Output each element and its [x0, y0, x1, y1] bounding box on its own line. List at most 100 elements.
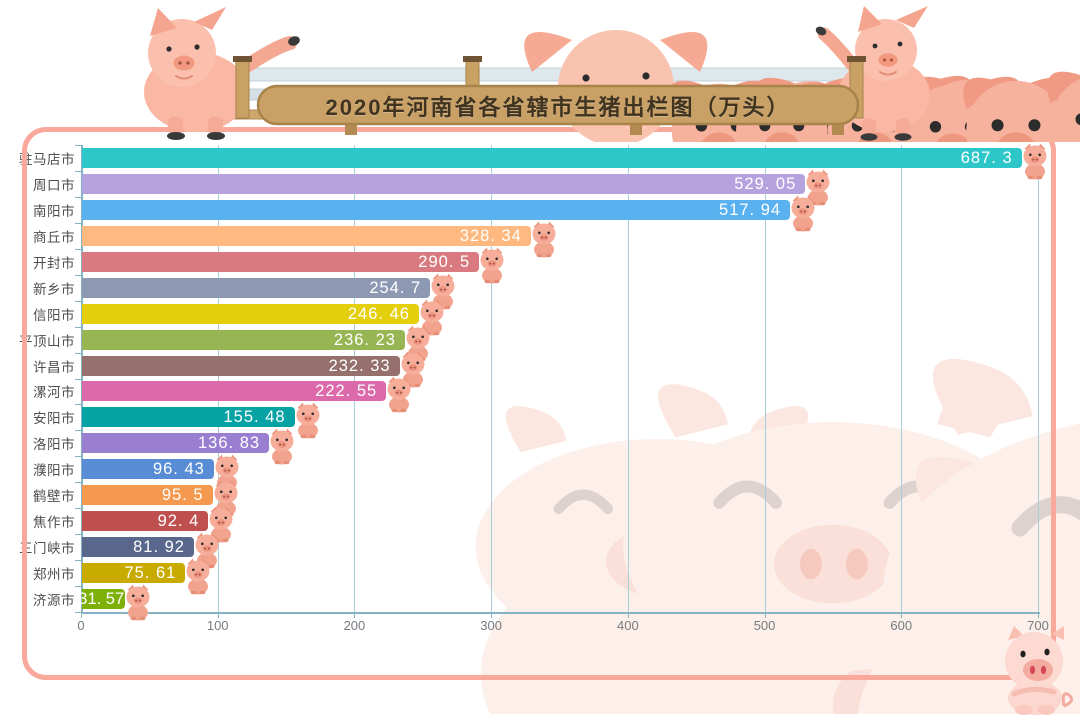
x-axis — [81, 612, 1040, 614]
bar-value: 232. 33 — [328, 356, 391, 375]
x-tick — [627, 612, 629, 618]
bar: 95. 5 — [82, 485, 213, 506]
y-axis — [81, 145, 83, 612]
y-tick — [75, 196, 81, 198]
page-title: 2020年河南省各省辖市生猪出栏图（万头） — [325, 95, 791, 120]
bar: 75. 61 — [82, 563, 186, 584]
x-tick-label: 0 — [77, 618, 85, 633]
bar: 328. 34 — [82, 225, 531, 246]
gridline — [627, 145, 629, 612]
y-tick — [75, 430, 81, 432]
bar-value: 31. 57 — [78, 590, 125, 609]
x-tick-label: 400 — [616, 618, 639, 633]
category-label: 鹤壁市 — [33, 489, 75, 505]
bar-value: 254. 7 — [369, 278, 422, 297]
category-label: 漯河市 — [33, 385, 75, 401]
bar-value: 236. 23 — [333, 330, 396, 349]
category-label: 焦作市 — [33, 515, 75, 531]
bar: 232. 33 — [82, 355, 400, 376]
y-tick — [75, 456, 81, 458]
x-tick-label: 700 — [1027, 618, 1049, 633]
category-label: 商丘市 — [33, 229, 75, 245]
bar-value: 517. 94 — [719, 200, 782, 219]
bar: 81. 92 — [82, 537, 194, 558]
bar-value: 75. 61 — [124, 564, 177, 583]
category-label: 济源市 — [33, 593, 75, 609]
x-tick — [1038, 612, 1039, 618]
x-tick-label: 100 — [206, 618, 229, 633]
category-label: 开封市 — [33, 255, 75, 271]
bar-value: 290. 5 — [418, 252, 471, 271]
bar-value: 328. 34 — [459, 226, 522, 245]
y-tick — [75, 404, 81, 406]
category-label: 郑州市 — [33, 567, 75, 583]
corner-pig-icon — [1005, 626, 1074, 715]
bar: 246. 46 — [82, 303, 419, 324]
category-label: 驻马店市 — [19, 151, 75, 167]
header-pigs-illustration — [144, 6, 1080, 142]
bar: 31. 57 — [78, 589, 126, 610]
gridline — [491, 145, 493, 612]
x-tick — [354, 612, 356, 618]
x-tick — [901, 612, 903, 618]
y-tick — [75, 300, 81, 302]
y-tick — [75, 145, 81, 146]
bar: 529. 05 — [82, 173, 806, 194]
bar: 92. 4 — [82, 511, 209, 532]
bar-value: 81. 92 — [133, 538, 185, 557]
bar-value: 246. 46 — [347, 304, 410, 323]
bar-value: 222. 55 — [315, 382, 378, 401]
y-tick — [75, 482, 81, 484]
bar: 96. 43 — [82, 459, 214, 480]
bar-value: 155. 48 — [223, 408, 286, 427]
bar-value: 687. 3 — [960, 148, 1013, 167]
y-tick — [75, 612, 81, 613]
x-tick — [217, 612, 219, 618]
y-tick — [75, 222, 81, 224]
category-label: 安阳市 — [33, 411, 75, 427]
y-tick — [75, 586, 81, 588]
bar: 155. 48 — [82, 407, 295, 428]
x-tick — [81, 612, 82, 618]
gridline — [354, 145, 356, 612]
x-tick-label: 200 — [343, 618, 366, 633]
y-tick — [75, 378, 81, 380]
sign-board-icon — [256, 84, 860, 135]
bar-value: 95. 5 — [161, 486, 204, 505]
bar: 136. 83 — [82, 433, 270, 454]
bar: 517. 94 — [82, 199, 791, 220]
category-label: 许昌市 — [33, 359, 75, 375]
bar-value: 529. 05 — [734, 174, 797, 193]
bar: 254. 7 — [82, 277, 431, 298]
y-tick — [75, 326, 81, 328]
category-label: 周口市 — [33, 177, 75, 193]
gridline — [217, 145, 219, 612]
y-tick — [75, 170, 81, 172]
bar: 290. 5 — [82, 251, 480, 272]
category-label: 南阳市 — [33, 203, 75, 219]
y-tick — [75, 508, 81, 510]
category-label: 新乡市 — [33, 281, 75, 297]
big-pig-left-icon — [144, 7, 300, 140]
y-tick — [75, 248, 81, 250]
bar: 236. 23 — [82, 329, 405, 350]
gridline — [764, 145, 766, 612]
y-tick — [75, 560, 81, 562]
x-tick — [491, 612, 493, 618]
x-tick — [764, 612, 766, 618]
x-tick-label: 300 — [480, 618, 502, 633]
chart-frame — [22, 127, 1056, 680]
gridline — [901, 145, 903, 612]
y-tick — [75, 352, 81, 354]
category-label: 洛阳市 — [33, 437, 75, 453]
bar: 222. 55 — [82, 381, 387, 402]
x-tick-label: 600 — [890, 618, 913, 633]
bar: 687. 3 — [82, 147, 1022, 168]
bar-value: 92. 4 — [157, 512, 200, 531]
gridline — [1038, 145, 1039, 612]
bar-value: 96. 43 — [152, 460, 205, 479]
category-label: 信阳市 — [33, 307, 75, 323]
category-label: 三门峡市 — [19, 541, 75, 557]
y-tick — [75, 534, 81, 536]
